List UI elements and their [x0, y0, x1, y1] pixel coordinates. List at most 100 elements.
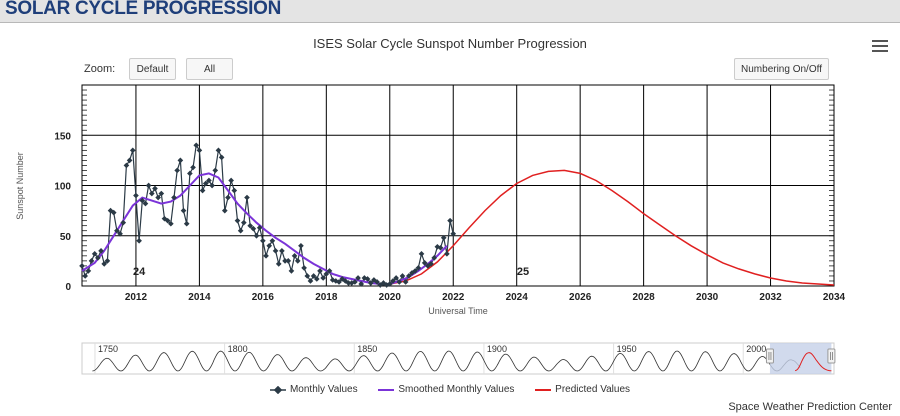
- monthly-point: [114, 227, 120, 234]
- monthly-point: [98, 247, 104, 254]
- monthly-point: [374, 279, 380, 285]
- monthly-point: [117, 230, 123, 237]
- navigator-handle[interactable]: [827, 348, 836, 364]
- navigator-history-line: [92, 350, 801, 372]
- monthly-point: [275, 261, 282, 267]
- y-tick-label: 0: [65, 282, 71, 293]
- chart-menu-icon[interactable]: [872, 40, 888, 54]
- y-tick-label: 150: [54, 131, 71, 142]
- legend-predicted-marker: [535, 388, 552, 391]
- monthly-point: [101, 261, 108, 267]
- monthly-point: [183, 220, 190, 227]
- monthly-point: [421, 260, 428, 266]
- monthly-point: [402, 279, 409, 285]
- monthly-point: [247, 222, 253, 229]
- monthly-point: [180, 207, 187, 214]
- x-tick-label: 2016: [252, 292, 275, 303]
- x-tick-label: 2028: [632, 292, 655, 303]
- numbering-toggle-button[interactable]: Numbering On/Off: [734, 58, 829, 80]
- monthly-point: [288, 268, 295, 274]
- monthly-point: [218, 154, 225, 161]
- navigator: [81, 342, 835, 375]
- monthly-point: [440, 234, 447, 241]
- monthly-point: [142, 200, 149, 207]
- x-tick-label: 2034: [823, 292, 846, 303]
- monthly-point: [307, 278, 314, 284]
- monthly-point: [209, 182, 215, 189]
- monthly-point: [148, 190, 155, 197]
- monthly-point: [244, 194, 250, 201]
- monthly-point: [174, 167, 181, 174]
- monthly-point: [282, 258, 288, 264]
- monthly-point: [237, 227, 244, 234]
- monthly-point: [447, 217, 453, 224]
- monthly-point: [215, 147, 222, 154]
- monthly-point: [240, 219, 247, 226]
- y-tick-label: 50: [60, 232, 72, 243]
- monthly-point: [323, 271, 330, 277]
- monthly-point: [437, 244, 444, 251]
- monthly-point: [250, 225, 257, 232]
- page-header: SOLAR CYCLE PROGRESSION: [0, 0, 900, 23]
- monthly-point: [221, 207, 228, 214]
- x-tick-label: 2012: [125, 292, 148, 303]
- monthly-point: [133, 192, 139, 199]
- monthly-point: [298, 242, 304, 249]
- legend: Monthly Values Smoothed Monthly Values P…: [0, 384, 900, 397]
- legend-smoothed[interactable]: Smoothed Monthly Values: [378, 384, 514, 395]
- cycle-label: 24: [133, 266, 146, 278]
- legend-predicted[interactable]: Predicted Values: [535, 384, 630, 395]
- monthly-point: [291, 253, 298, 259]
- monthly-point: [126, 157, 133, 164]
- monthly-point: [405, 273, 412, 279]
- predicted-line: [389, 169, 835, 286]
- monthly-point: [120, 219, 127, 226]
- monthly-point: [272, 247, 279, 254]
- zoom-label: Zoom:: [84, 63, 116, 75]
- page-title: SOLAR CYCLE PROGRESSION: [5, 0, 282, 19]
- monthly-point: [225, 194, 231, 201]
- monthly-point: [85, 268, 92, 274]
- x-tick-label: 2026: [569, 292, 592, 303]
- monthly-point: [253, 232, 260, 239]
- x-tick-label: 2014: [188, 292, 211, 303]
- monthly-point: [266, 242, 273, 249]
- legend-monthly[interactable]: Monthly Values: [269, 384, 358, 395]
- zoom-default-button[interactable]: Default: [129, 58, 176, 80]
- monthly-point: [313, 276, 320, 282]
- monthly-point: [260, 237, 266, 244]
- monthly-point: [168, 220, 174, 227]
- cycle-label: 25: [517, 266, 529, 278]
- monthly-point: [345, 280, 352, 286]
- zoom-all-button[interactable]: All: [186, 58, 233, 80]
- monthly-point: [304, 273, 311, 279]
- monthly-point: [367, 280, 374, 286]
- monthly-point: [104, 258, 111, 264]
- monthly-point: [193, 142, 200, 149]
- monthly-point: [91, 251, 98, 257]
- monthly-point: [310, 273, 317, 279]
- monthly-point: [190, 164, 196, 171]
- monthly-point: [399, 273, 406, 279]
- navigator-tick-label: 2000: [746, 344, 766, 354]
- legend-monthly-label: Monthly Values: [289, 384, 358, 395]
- monthly-point: [396, 279, 403, 285]
- monthly-point: [82, 273, 89, 279]
- monthly-point: [415, 265, 422, 271]
- monthly-point: [228, 177, 234, 184]
- monthly-point: [212, 167, 219, 174]
- monthly-point: [336, 279, 342, 285]
- monthly-point: [256, 224, 263, 231]
- monthly-point: [352, 279, 358, 285]
- monthly-point: [145, 182, 152, 189]
- monthly-point: [263, 253, 269, 259]
- monthly-point: [110, 209, 117, 216]
- monthly-point: [390, 278, 396, 284]
- monthly-point: [171, 194, 177, 201]
- navigator-tick-label: 1800: [228, 344, 248, 354]
- navigator-handle[interactable]: [765, 348, 774, 364]
- x-tick-label: 2024: [506, 292, 529, 303]
- monthly-point: [393, 275, 399, 281]
- monthly-point: [129, 147, 136, 154]
- monthly-point: [317, 268, 323, 274]
